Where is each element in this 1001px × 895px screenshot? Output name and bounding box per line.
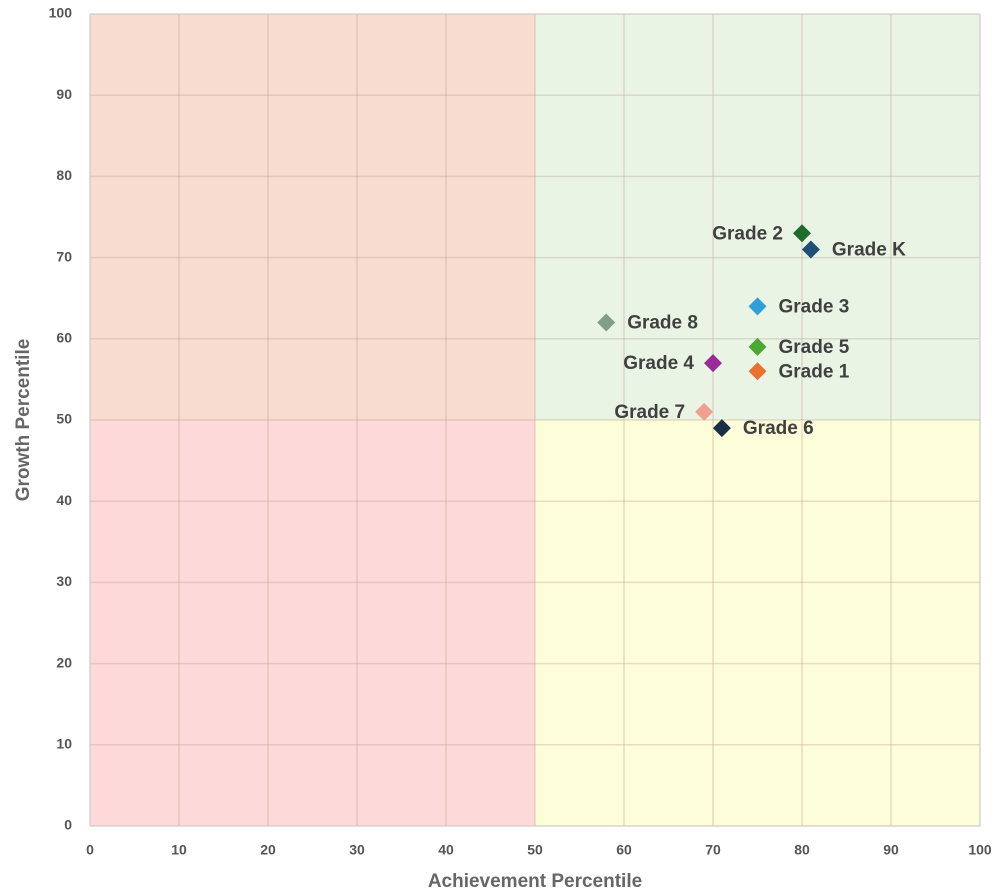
marker (748, 337, 767, 356)
marker (704, 354, 722, 373)
y-tick-label: 100 (49, 5, 73, 21)
x-tick-label: 80 (794, 842, 810, 858)
quadrant (535, 14, 980, 420)
y-tick-label: 40 (56, 492, 72, 508)
y-tick-label: 20 (56, 654, 72, 670)
quadrant (90, 14, 535, 420)
y-tick-label: 60 (56, 330, 72, 346)
y-tick-label: 70 (56, 248, 72, 264)
quadrant (90, 420, 535, 826)
x-tick-label: 30 (349, 842, 365, 858)
x-tick-label: 0 (86, 842, 94, 858)
point-label: Grade K (832, 239, 906, 260)
plot-border (89, 13, 981, 827)
point-label: Grade 1 (779, 361, 850, 382)
point-label: Grade 7 (614, 402, 685, 423)
point-label: Grade 3 (779, 296, 850, 317)
y-axis-title: Growth Percentile (13, 339, 34, 502)
x-tick-label: 90 (883, 842, 899, 858)
y-tick-label: 80 (56, 167, 72, 183)
marker (748, 297, 767, 316)
x-tick-label: 70 (705, 842, 721, 858)
x-tick-label: 50 (527, 842, 543, 858)
y-tick-label: 50 (56, 411, 72, 427)
marker (695, 402, 714, 421)
point-label: Grade 5 (779, 337, 850, 358)
y-tick-label: 90 (56, 86, 72, 102)
marker (597, 313, 616, 332)
x-tick-label: 100 (968, 842, 992, 858)
marker (748, 362, 767, 381)
x-tick-label: 60 (616, 842, 632, 858)
y-tick-label: 10 (56, 736, 72, 752)
point-label: Grade 6 (743, 418, 814, 439)
marker (801, 240, 820, 259)
x-axis-title: Achievement Percentile (428, 871, 642, 892)
y-tick-label: 0 (64, 817, 72, 833)
point-label: Grade 2 (712, 223, 783, 244)
x-tick-label: 20 (260, 842, 276, 858)
point-label: Grade 4 (623, 353, 694, 374)
marker (793, 224, 811, 243)
quadrant (535, 420, 980, 826)
point-label: Grade 8 (627, 313, 698, 334)
x-tick-label: 10 (171, 842, 187, 858)
marker (712, 419, 731, 438)
x-tick-label: 40 (438, 842, 454, 858)
y-tick-label: 30 (56, 573, 72, 589)
